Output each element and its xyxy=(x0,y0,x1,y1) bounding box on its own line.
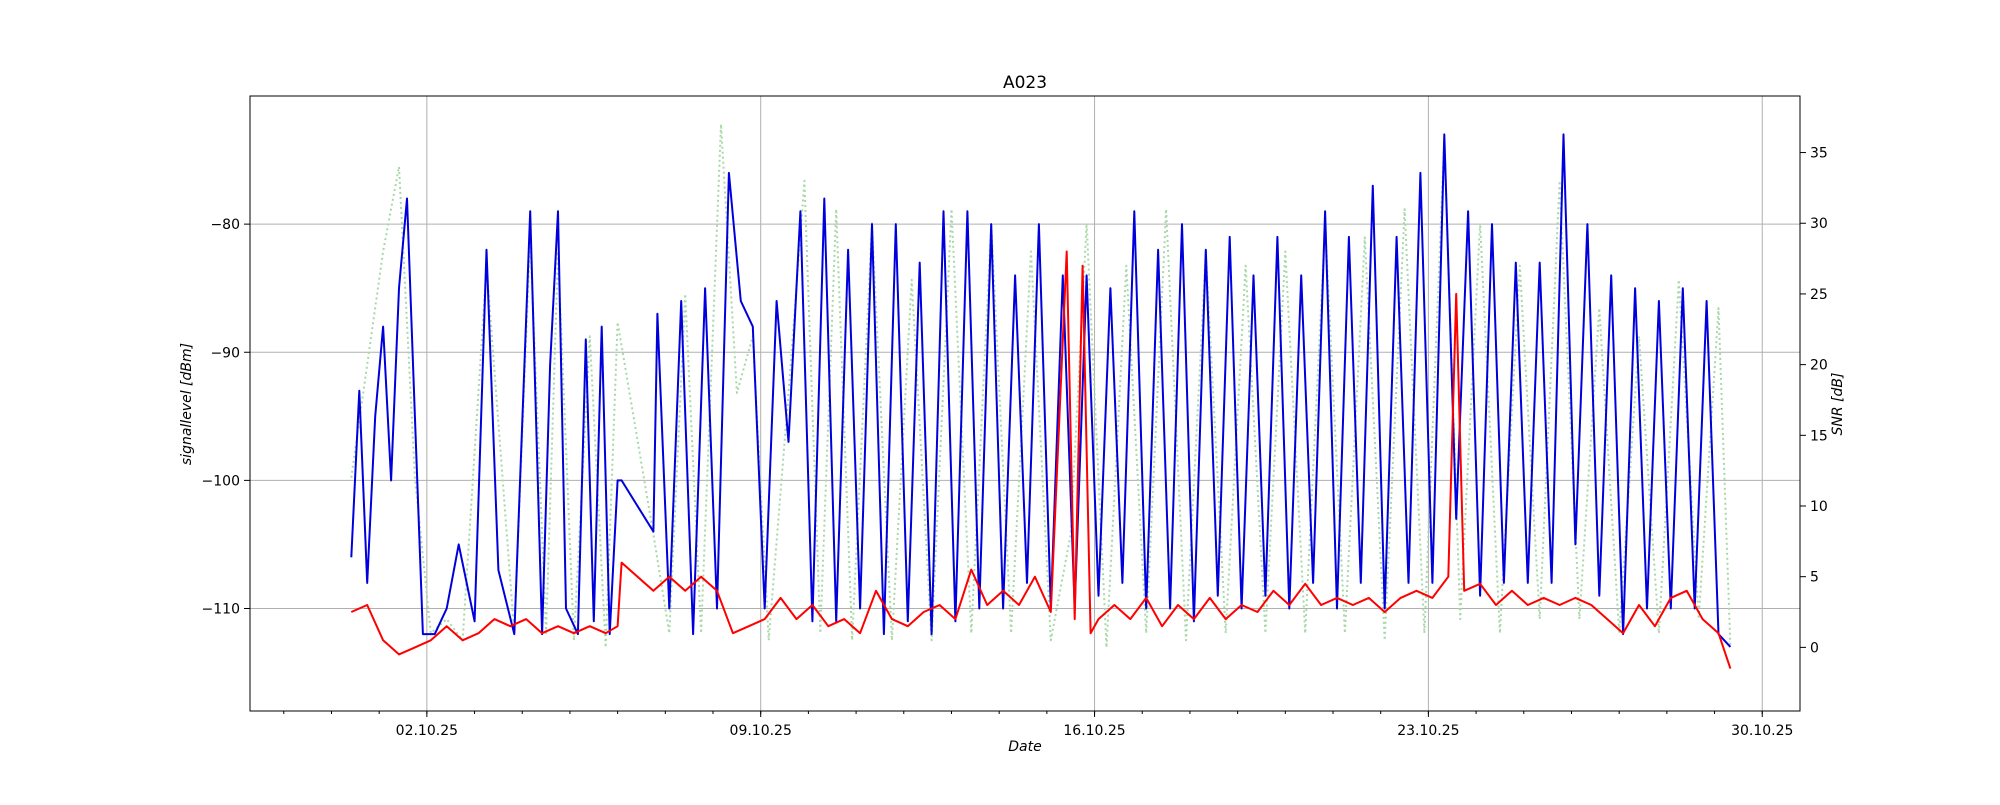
series-dotted-line xyxy=(350,123,1732,649)
y-axis-left: −80 −90 −100 −110 xyxy=(202,217,250,618)
x-tick-label: 23.10.25 xyxy=(1397,723,1459,739)
y-axis-label-right: SNR [dB] xyxy=(1830,373,1846,436)
plot-frame xyxy=(249,95,1801,712)
x-tick-label: 02.10.25 xyxy=(396,723,458,739)
chart-title: A023 xyxy=(1003,73,1047,93)
y-tick-label-right: 5 xyxy=(1810,570,1819,586)
x-axis: 02.10.25 09.10.25 16.10.25 23.10.25 30.10.25 xyxy=(283,711,1793,739)
y-tick-label-right: 30 xyxy=(1810,216,1828,232)
y-tick-label-right: 20 xyxy=(1810,358,1828,374)
y-tick-label-right: 35 xyxy=(1810,146,1828,162)
x-tick-label: 16.10.25 xyxy=(1063,723,1125,739)
y-tick-label-right: 15 xyxy=(1810,428,1828,444)
series-layer xyxy=(350,123,1732,669)
x-axis-label: Date xyxy=(1008,739,1041,755)
y-axis-right: 0 5 10 15 20 25 30 35 xyxy=(1800,146,1828,656)
y-tick-label-right: 0 xyxy=(1810,640,1819,656)
y-tick-label-left: −100 xyxy=(202,473,240,489)
y-tick-label-right: 25 xyxy=(1810,287,1828,303)
x-tick-label: 30.10.25 xyxy=(1731,723,1793,739)
y-tick-label-left: −80 xyxy=(210,217,240,233)
y-axis-label-left: signallevel [dBm] xyxy=(179,343,195,465)
series-snr-line xyxy=(350,250,1732,669)
x-tick-label: 09.10.25 xyxy=(730,723,792,739)
y-tick-label-left: −90 xyxy=(210,345,240,361)
y-tick-label-right: 10 xyxy=(1810,499,1828,515)
series-signallevel-line xyxy=(350,133,1732,648)
y-tick-label-left: −110 xyxy=(202,602,240,618)
